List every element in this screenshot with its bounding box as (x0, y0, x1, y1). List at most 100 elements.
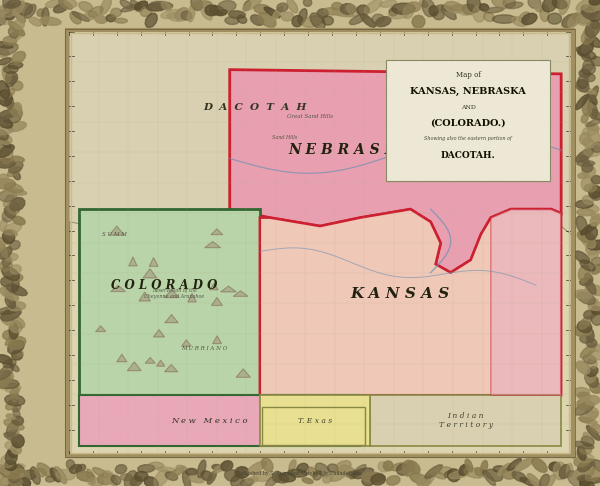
Polygon shape (6, 414, 16, 419)
Polygon shape (0, 42, 13, 48)
Polygon shape (161, 2, 172, 11)
Polygon shape (0, 126, 13, 135)
Polygon shape (586, 467, 600, 481)
Polygon shape (138, 465, 155, 472)
Polygon shape (10, 265, 22, 274)
Polygon shape (575, 200, 593, 208)
Polygon shape (450, 5, 468, 11)
Polygon shape (581, 5, 596, 19)
Polygon shape (335, 461, 351, 473)
Polygon shape (260, 395, 370, 446)
Polygon shape (4, 193, 14, 207)
Polygon shape (13, 1, 25, 16)
Polygon shape (362, 472, 385, 483)
Polygon shape (583, 4, 599, 12)
Polygon shape (0, 307, 20, 314)
Polygon shape (182, 471, 191, 486)
Polygon shape (0, 7, 16, 17)
Polygon shape (0, 143, 14, 151)
Polygon shape (95, 16, 107, 23)
Polygon shape (590, 20, 599, 29)
Polygon shape (134, 471, 148, 481)
Polygon shape (127, 362, 141, 371)
Polygon shape (0, 466, 20, 477)
Polygon shape (201, 9, 212, 20)
Polygon shape (115, 465, 127, 474)
Text: I n d i a n
T e r r i t o r y: I n d i a n T e r r i t o r y (439, 412, 493, 429)
Polygon shape (6, 284, 28, 295)
Polygon shape (482, 470, 496, 486)
Polygon shape (100, 0, 112, 15)
Polygon shape (120, 474, 132, 481)
Polygon shape (403, 460, 415, 476)
Polygon shape (205, 242, 221, 248)
Polygon shape (0, 370, 14, 381)
Polygon shape (145, 13, 157, 28)
Polygon shape (79, 395, 360, 446)
Polygon shape (576, 216, 587, 233)
Polygon shape (332, 2, 344, 12)
Polygon shape (559, 465, 570, 479)
Polygon shape (590, 108, 600, 121)
Polygon shape (0, 58, 11, 65)
Polygon shape (161, 9, 182, 18)
Polygon shape (587, 421, 599, 429)
Polygon shape (188, 4, 195, 22)
Polygon shape (578, 459, 593, 472)
Polygon shape (462, 4, 476, 15)
Polygon shape (590, 56, 600, 66)
Polygon shape (0, 138, 11, 148)
Polygon shape (0, 371, 10, 389)
Polygon shape (236, 369, 250, 377)
Polygon shape (580, 11, 590, 19)
Polygon shape (503, 0, 515, 8)
Text: D  A  C  O  T  A  H: D A C O T A H (203, 103, 307, 112)
Polygon shape (111, 285, 125, 292)
Polygon shape (264, 7, 281, 18)
Polygon shape (168, 467, 184, 478)
Polygon shape (272, 471, 282, 482)
Polygon shape (586, 20, 600, 37)
Text: S U M M: S U M M (102, 232, 127, 237)
Bar (67, 30, 573, 456)
Polygon shape (130, 0, 142, 12)
Polygon shape (262, 458, 273, 472)
Polygon shape (594, 12, 600, 21)
Polygon shape (229, 11, 245, 18)
Polygon shape (520, 477, 539, 486)
Polygon shape (0, 237, 8, 244)
Polygon shape (287, 469, 307, 477)
Polygon shape (491, 0, 507, 9)
Polygon shape (349, 14, 367, 24)
Polygon shape (4, 66, 18, 73)
Text: DACOTAH.: DACOTAH. (441, 152, 496, 160)
Polygon shape (3, 330, 15, 340)
Polygon shape (585, 34, 600, 48)
Text: Published by S. Augustus Mitchell Jr. Philadelphia.: Published by S. Augustus Mitchell Jr. Ph… (238, 471, 362, 476)
Polygon shape (37, 9, 44, 17)
Polygon shape (96, 326, 106, 331)
Polygon shape (506, 2, 523, 9)
Polygon shape (140, 7, 152, 17)
Polygon shape (583, 126, 599, 136)
Polygon shape (292, 16, 303, 27)
Polygon shape (566, 463, 573, 477)
Polygon shape (0, 260, 13, 271)
Polygon shape (0, 312, 14, 326)
Polygon shape (20, 477, 31, 486)
Polygon shape (221, 461, 233, 471)
Polygon shape (15, 103, 22, 110)
Polygon shape (77, 471, 95, 481)
FancyBboxPatch shape (262, 407, 365, 445)
Polygon shape (4, 207, 16, 218)
Polygon shape (79, 1, 93, 12)
Polygon shape (265, 475, 279, 486)
Polygon shape (527, 473, 541, 486)
Polygon shape (392, 3, 415, 15)
Polygon shape (254, 4, 271, 14)
Polygon shape (0, 174, 8, 186)
Polygon shape (575, 148, 594, 162)
Polygon shape (544, 475, 556, 486)
Text: K A N S A S: K A N S A S (351, 287, 450, 301)
Polygon shape (5, 450, 17, 465)
